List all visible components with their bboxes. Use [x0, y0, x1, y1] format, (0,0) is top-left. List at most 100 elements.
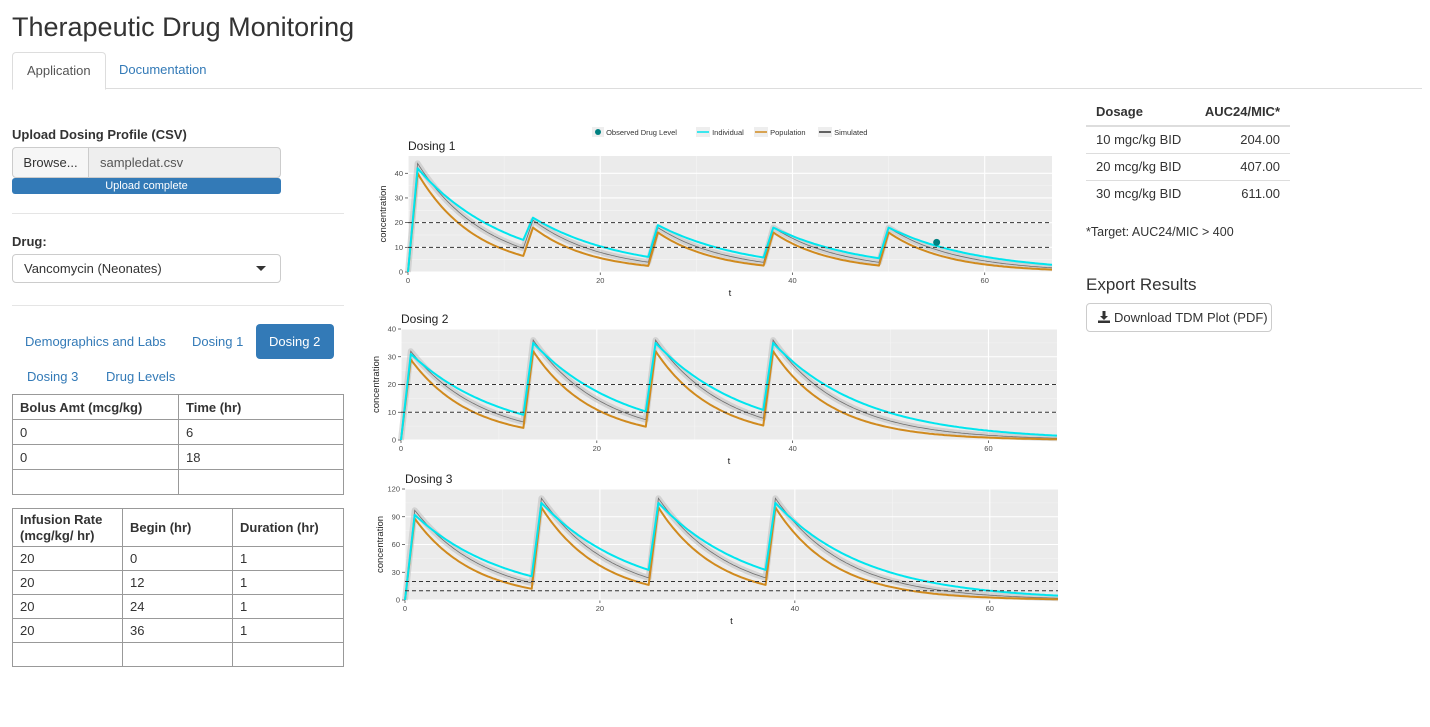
legend-individual-label: Individual [712, 128, 744, 137]
table-cell[interactable]: 20 [12, 546, 123, 571]
table-cell[interactable] [12, 469, 179, 495]
series-line-population [407, 172, 1053, 273]
table-cell[interactable]: 1 [232, 570, 344, 595]
target-note: *Target: AUC24/MIC > 400 [1086, 225, 1234, 239]
y-tick-label: 40 [395, 169, 403, 178]
table-cell[interactable]: 20 [12, 570, 123, 595]
table-cell[interactable]: 1 [232, 594, 344, 619]
y-tick-label: 20 [395, 218, 403, 227]
table-cell[interactable]: 1 [232, 618, 344, 643]
bolus-header-amt: Bolus Amt (mcg/kg) [12, 394, 179, 420]
infusion-header-duration: Duration (hr) [232, 508, 344, 547]
table-cell[interactable]: 18 [178, 444, 344, 470]
table-cell[interactable] [122, 642, 233, 667]
tab-documentation[interactable]: Documentation [119, 62, 207, 77]
legend-individual: Individual [696, 127, 744, 137]
y-tick-label: 60 [392, 540, 400, 549]
page-title: Therapeutic Drug Monitoring [12, 12, 355, 42]
table-cell[interactable] [178, 469, 344, 495]
x-tick-label: 0 [403, 604, 407, 613]
legend-simulated-label: Simulated [834, 128, 868, 137]
x-tick-label: 40 [788, 444, 796, 453]
table-cell[interactable]: 0 [12, 444, 179, 470]
y-tick-label: 40 [388, 325, 396, 334]
subtab-dosing-2[interactable]: Dosing 2 [256, 324, 334, 359]
x-tick-label: 40 [788, 276, 796, 285]
subtab-dosing-1[interactable]: Dosing 1 [192, 334, 244, 349]
dosing-3-plot: Dosing 3 0 20 40 60 0 30 60 90 120 t concentration [375, 472, 1059, 627]
x-tick-label: 20 [596, 604, 604, 613]
table-row: 20 12 1 [12, 570, 344, 595]
plot-title: Dosing 1 [408, 139, 456, 153]
x-tick-label: 60 [986, 604, 994, 613]
y-tick-label: 30 [395, 193, 403, 202]
table-cell[interactable]: 36 [122, 618, 233, 643]
table-cell: 407.00 [1193, 152, 1290, 180]
plot-title: Dosing 2 [401, 312, 449, 326]
table-row [12, 469, 344, 495]
bolus-header-time: Time (hr) [178, 394, 344, 420]
table-cell: 204.00 [1193, 125, 1290, 153]
x-axis-label: t [729, 288, 732, 299]
plot-title: Dosing 3 [405, 472, 453, 486]
y-tick-label: 0 [392, 436, 396, 445]
infusion-table: Infusion Rate (mcg/kg/ hr) Begin (hr) Du… [12, 508, 344, 667]
table-cell: 10 mgc/kg BID [1086, 125, 1194, 153]
drug-label: Drug: [12, 234, 47, 249]
subtab-drug-levels[interactable]: Drug Levels [106, 369, 176, 384]
table-row: 20 24 1 [12, 594, 344, 619]
series-line-simulated [400, 339, 1058, 441]
table-cell[interactable]: 0 [12, 419, 179, 445]
table-row [12, 642, 344, 667]
y-tick-label: 30 [388, 352, 396, 361]
bolus-table: Bolus Amt (mcg/kg) Time (hr) 0 6 0 18 [12, 394, 344, 495]
table-cell[interactable]: 20 [12, 594, 123, 619]
dosing-1-plot: Dosing 1 0 20 40 60 0 10 20 30 40 t concentration [378, 139, 1053, 299]
y-axis-label: concentration [378, 185, 389, 242]
series-line-population [400, 350, 1058, 441]
auc-header-dosage: Dosage [1086, 98, 1194, 127]
main-tabs: Application Documentation [12, 52, 1422, 90]
table-row: 10 mgc/kg BID 204.00 [1086, 125, 1290, 153]
drug-select-value: Vancomycin (Neonates) [24, 261, 162, 276]
table-cell[interactable] [232, 642, 344, 667]
y-tick-label: 0 [396, 596, 400, 605]
x-tick-label: 60 [984, 444, 992, 453]
table-cell[interactable]: 1 [232, 546, 344, 571]
table-cell[interactable] [12, 642, 123, 667]
file-name-field: sampledat.csv [88, 147, 281, 178]
observed-point-icon [592, 127, 604, 137]
table-cell: 30 mcg/kg BID [1086, 179, 1194, 207]
series-line-individual [404, 501, 1059, 601]
browse-button[interactable]: Browse... [12, 147, 89, 178]
y-tick-label: 120 [387, 485, 400, 494]
observed-point [933, 238, 941, 246]
dosing-2-plot: Dosing 2 0 20 40 60 0 10 20 30 40 t concentration [371, 312, 1058, 467]
y-tick-label: 90 [392, 512, 400, 521]
simulated-line-icon [818, 127, 832, 137]
legend-observed-label: Observed Drug Level [606, 128, 677, 137]
table-cell[interactable]: 24 [122, 594, 233, 619]
series-line-population [404, 506, 1058, 601]
table-row: 30 mcg/kg BID 611.00 [1086, 179, 1290, 207]
table-cell: 20 mcg/kg BID [1086, 152, 1194, 180]
y-axis-label: concentration [371, 356, 382, 413]
individual-line-icon [696, 127, 710, 137]
tab-application[interactable]: Application [12, 52, 106, 90]
download-icon [1098, 311, 1110, 323]
y-axis-label: concentration [375, 516, 386, 573]
population-line-icon [754, 127, 768, 137]
download-plot-label: Download TDM Plot (PDF) [1114, 310, 1268, 325]
download-plot-button[interactable]: Download TDM Plot (PDF) [1086, 303, 1272, 332]
table-cell[interactable]: 12 [122, 570, 233, 595]
drug-select[interactable]: Vancomycin (Neonates) [12, 254, 281, 283]
table-cell[interactable]: 20 [12, 618, 123, 643]
subtab-dosing-3[interactable]: Dosing 3 [27, 369, 79, 384]
series-line-individual [400, 341, 1058, 441]
table-cell[interactable]: 0 [122, 546, 233, 571]
table-row: 0 6 [12, 419, 344, 445]
subtab-demographics[interactable]: Demographics and Labs [25, 334, 166, 349]
y-tick-label: 20 [388, 380, 396, 389]
divider [12, 213, 344, 214]
table-cell[interactable]: 6 [178, 419, 344, 445]
